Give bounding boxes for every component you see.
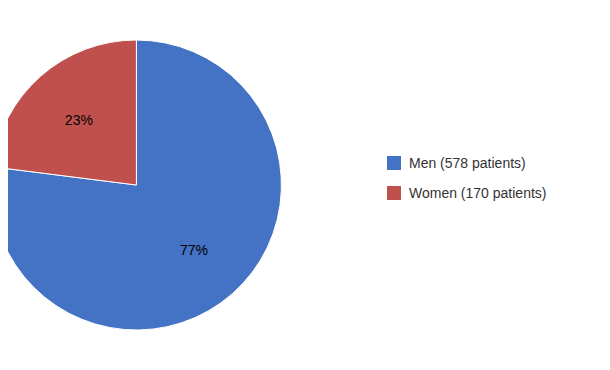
html-text:Men (578 patients): Men (578 patients): [409, 155, 526, 171]
svg-text:23%: 23%: [65, 112, 93, 128]
svg-text:77%: 77%: [180, 242, 208, 258]
html-text:Women (170 patients): Women (170 patients): [409, 185, 547, 201]
